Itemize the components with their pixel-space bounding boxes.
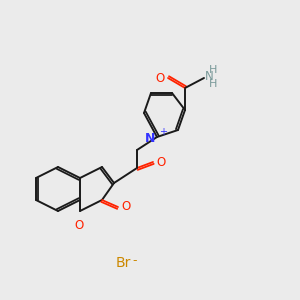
Text: -: -	[129, 254, 137, 266]
Text: N: N	[145, 131, 155, 145]
Text: O: O	[156, 155, 165, 169]
Text: Br: Br	[116, 256, 131, 270]
Text: O: O	[121, 200, 130, 214]
Text: +: +	[159, 127, 167, 137]
Text: O: O	[74, 219, 84, 232]
Text: H: H	[209, 65, 217, 75]
Text: N: N	[205, 70, 214, 83]
Text: H: H	[209, 79, 217, 89]
Text: O: O	[156, 71, 165, 85]
